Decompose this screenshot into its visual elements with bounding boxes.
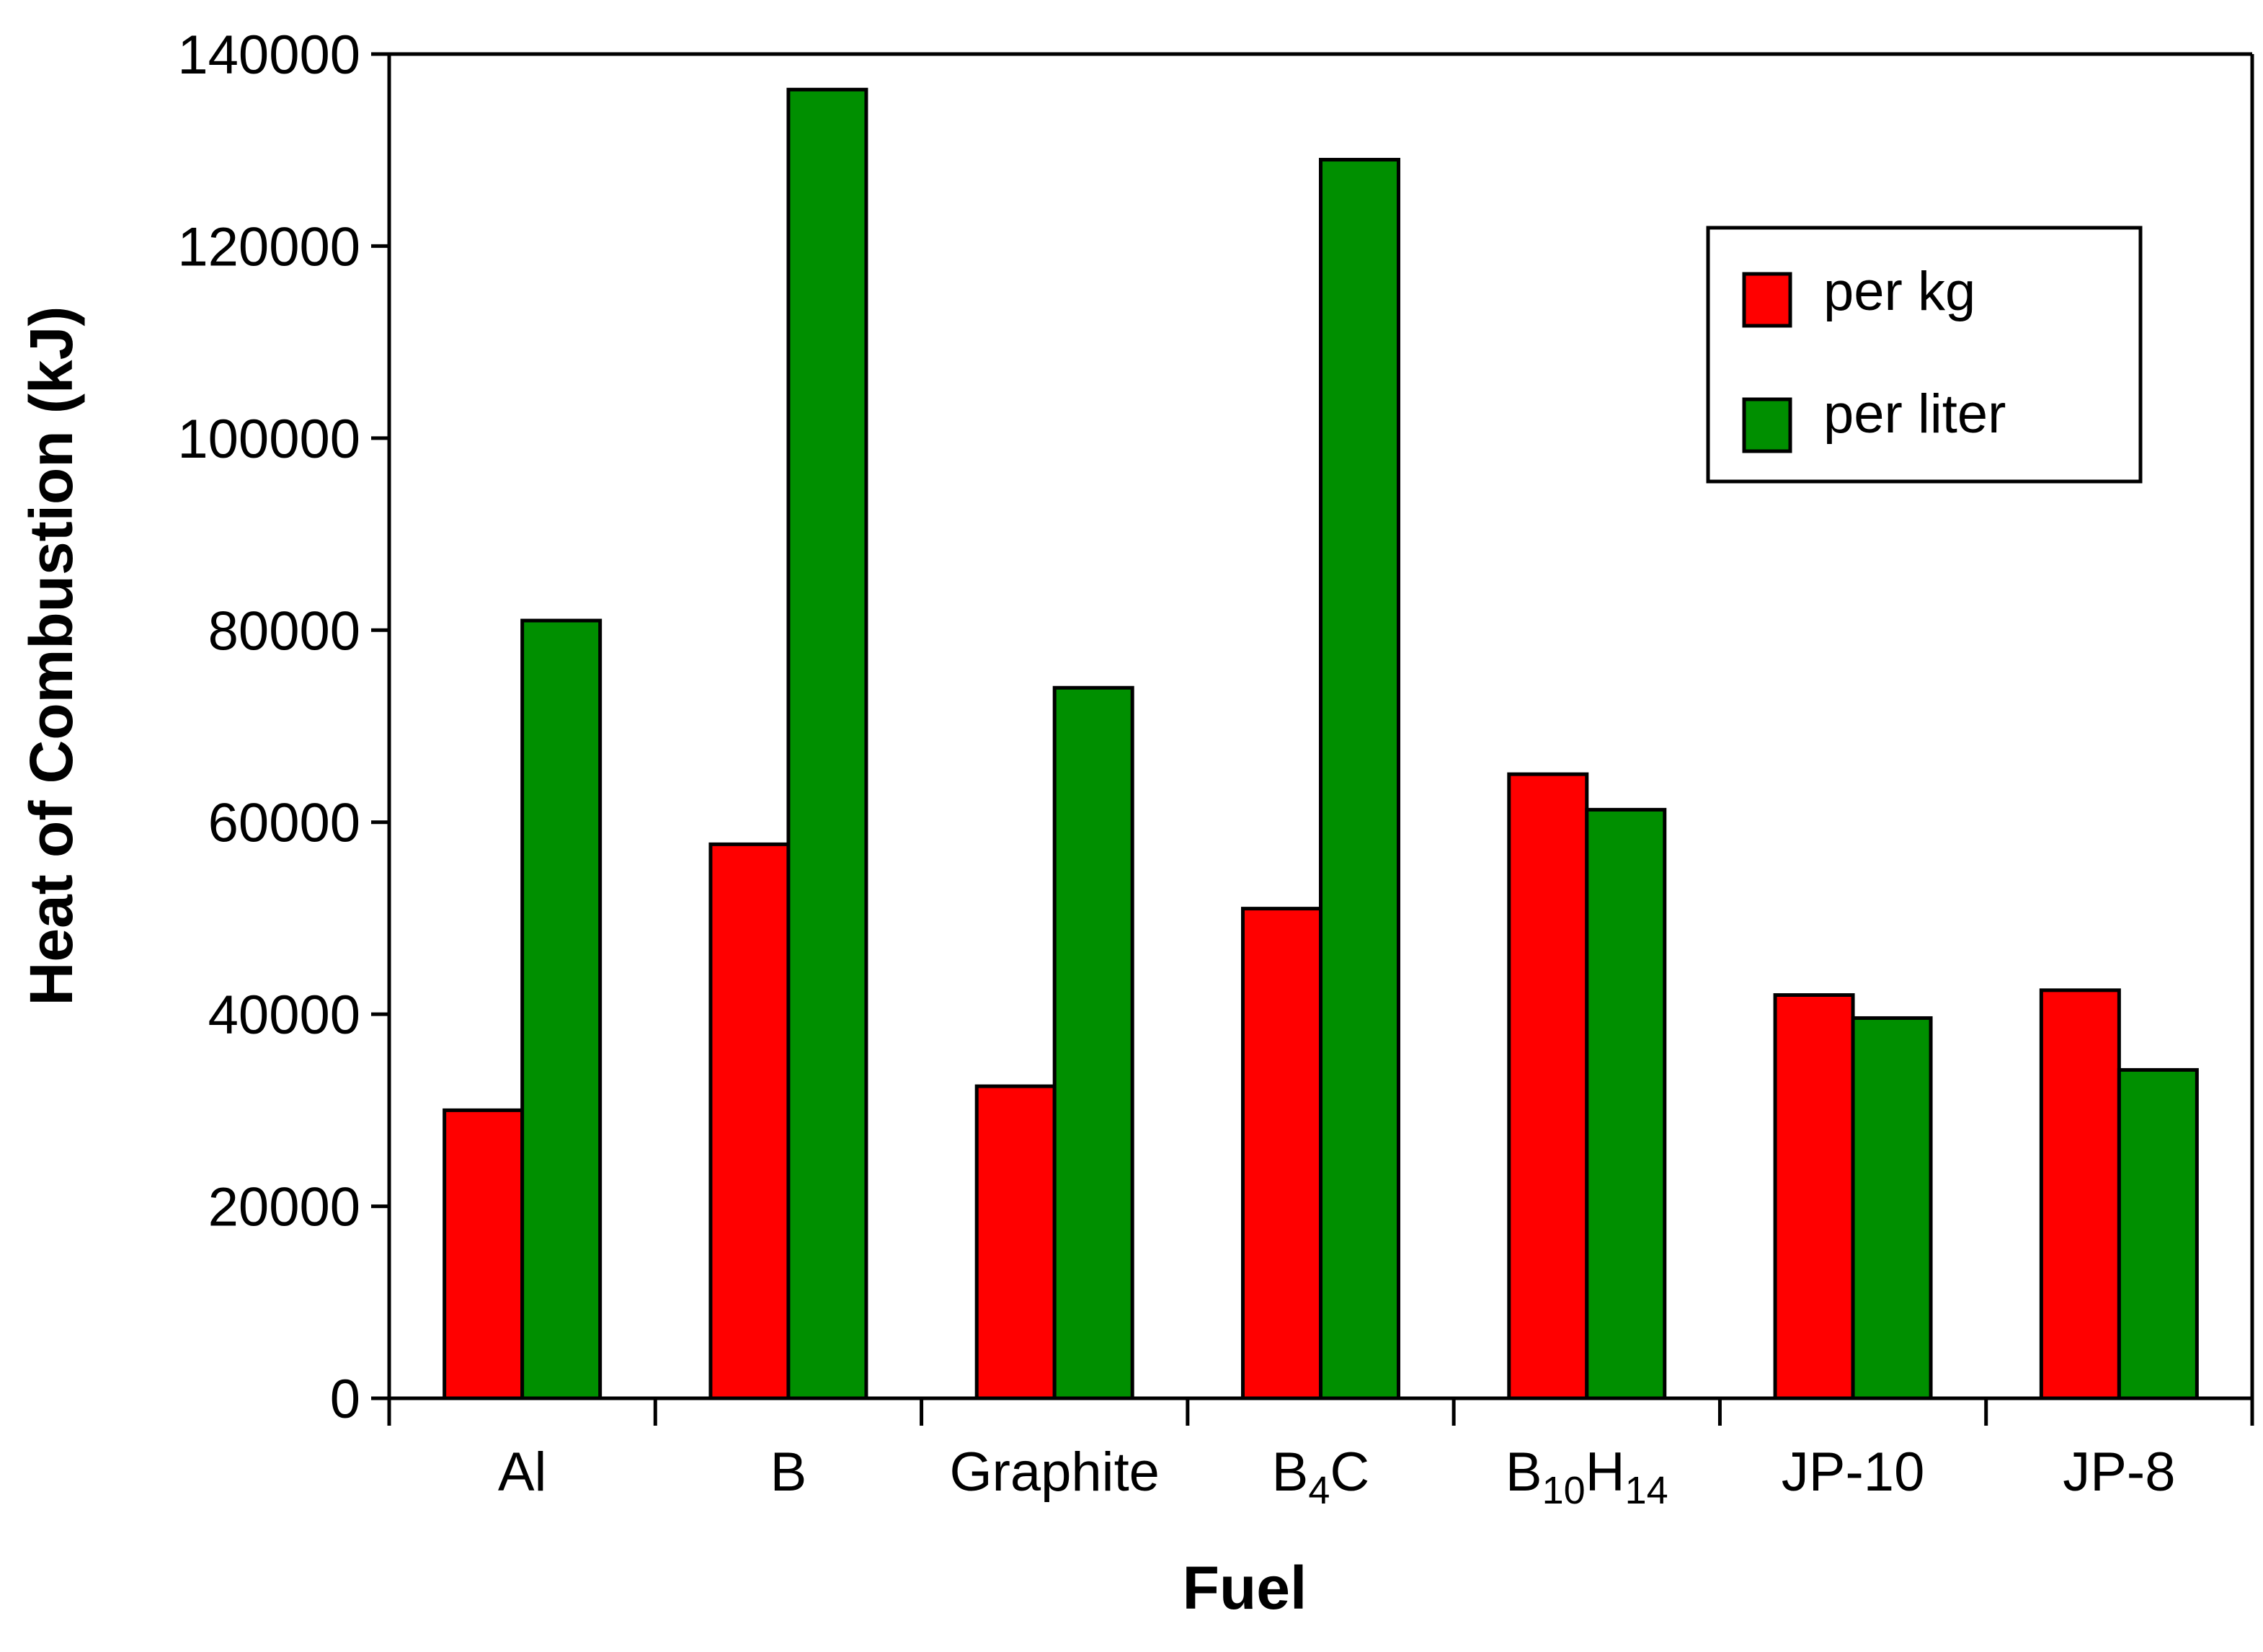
y-tick-label: 20000 (208, 1177, 360, 1238)
bar-b-per-kg (708, 842, 791, 1400)
bar-jp-10-per-kg (1773, 993, 1855, 1400)
legend: per kg per liter (1706, 226, 2143, 484)
bar-b4c-per-liter (1319, 158, 1400, 1400)
x-axis-title: Fuel (1183, 1554, 1307, 1622)
x-tick-label-jp-8: JP-8 (2063, 1442, 2175, 1503)
y-tick-label: 100000 (177, 409, 360, 470)
x-tick-label-graphite: Graphite (949, 1442, 1160, 1503)
legend-swatch-per-kg (1742, 272, 1792, 328)
y-tick-label: 80000 (208, 600, 360, 662)
axes-layer (387, 52, 2254, 1400)
x-tick-label-b10h14: B10H14 (1506, 1442, 1668, 1512)
bar-jp-10-per-liter (1851, 1016, 1933, 1400)
x-tick-label-al: Al (498, 1442, 547, 1503)
x-tick-label-b4c: B4C (1272, 1442, 1370, 1512)
bar-b10h14-per-kg (1507, 772, 1589, 1400)
y-tick-label: 60000 (208, 793, 360, 854)
bar-graphite-per-liter (1052, 685, 1134, 1400)
bar-b10h14-per-liter (1585, 807, 1667, 1400)
y-tick-label: 120000 (177, 216, 360, 277)
bar-al-per-kg (443, 1108, 525, 1400)
legend-swatch-per-liter (1742, 397, 1792, 453)
y-tick-label: 140000 (177, 25, 360, 86)
x-ticks-layer: Al B Graphite B4C B10H14 JP-10 JP-8 (387, 1398, 2254, 1512)
y-tick-label: 40000 (208, 985, 360, 1046)
bar-b4c-per-kg (1241, 907, 1322, 1400)
bars-layer (443, 87, 2199, 1400)
bar-b-per-liter (786, 87, 868, 1400)
y-ticks-layer: 0 20000 40000 60000 80000 100000 120000 140000 (177, 25, 389, 1430)
x-tick-label-b: B (770, 1442, 807, 1503)
legend-label-per-kg: per kg (1823, 261, 1975, 322)
x-tick-label-jp-10: JP-10 (1782, 1442, 1925, 1503)
bar-jp-8-per-kg (2039, 988, 2121, 1400)
bar-al-per-liter (520, 618, 603, 1400)
legend-label-per-liter: per liter (1823, 383, 2006, 445)
y-axis-title: Heat of Combustion (kJ) (17, 306, 85, 1006)
y-tick-label: 0 (330, 1369, 360, 1430)
bar-jp-8-per-liter (2117, 1067, 2199, 1400)
bar-graphite-per-kg (974, 1084, 1057, 1400)
